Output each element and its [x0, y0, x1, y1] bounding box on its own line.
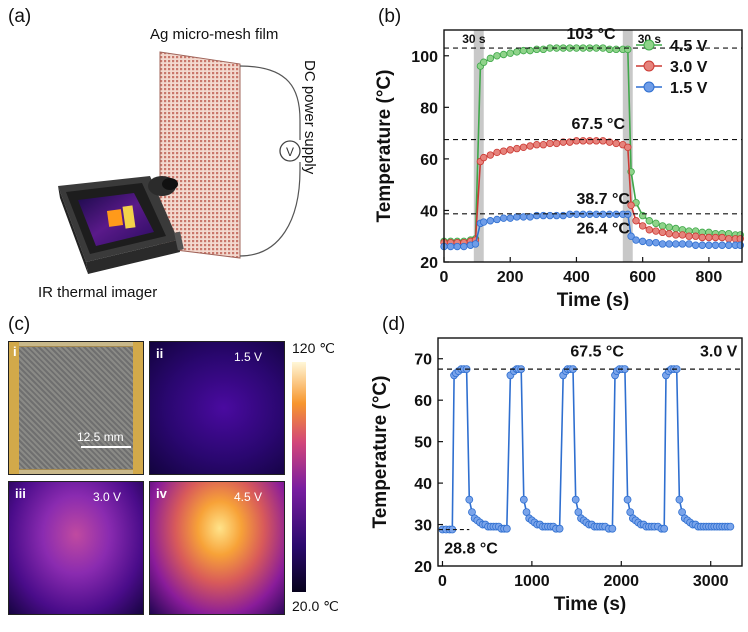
- annotation: 30 s: [638, 32, 662, 46]
- data-point: [675, 495, 684, 504]
- annotation: 67.5 °C: [571, 116, 625, 133]
- annotation: 38.7 °C: [576, 191, 630, 208]
- y-tick-label: 20: [414, 559, 432, 576]
- y-axis-label: Temperature (°C): [370, 376, 391, 529]
- x-tick-label: 600: [629, 269, 656, 286]
- panel-label-d: (d): [382, 314, 406, 335]
- annotation: 103 °C: [567, 26, 617, 43]
- y-tick-label: 40: [414, 476, 432, 493]
- legend-label: 1.5 V: [670, 80, 708, 97]
- legend-marker: [643, 39, 655, 51]
- x-tick-label: 200: [497, 269, 524, 286]
- x-tick-label: 0: [438, 573, 447, 590]
- y-tick-label: 50: [414, 435, 432, 452]
- y-tick-label: 70: [414, 352, 432, 369]
- tape-right: [133, 342, 143, 474]
- x-axis-label: Time (s): [557, 290, 630, 311]
- data-point: [638, 222, 647, 230]
- thermal-voltage: 1.5 V: [234, 350, 263, 364]
- data-point: [486, 54, 495, 63]
- data-point: [608, 524, 617, 533]
- legend-label: 4.5 V: [670, 38, 708, 55]
- y-axis-label: Temperature (°C): [374, 70, 395, 223]
- y-tick-label: 80: [420, 100, 438, 117]
- legend-marker: [643, 60, 655, 72]
- axes-frame: [443, 29, 743, 263]
- x-tick-label: 2000: [603, 573, 639, 590]
- thermal-voltage: 3.0 V: [93, 490, 122, 504]
- data-point: [726, 522, 735, 531]
- scale-text: 12.5 mm: [77, 430, 124, 444]
- data-point: [555, 524, 564, 533]
- data-point: [660, 524, 669, 533]
- thermal-tag: ii: [156, 346, 164, 361]
- annotation: 30 s: [462, 32, 486, 46]
- colorbar: [292, 362, 306, 592]
- film-label: Ag micro-mesh film: [150, 26, 279, 43]
- y-tick-label: 40: [420, 203, 438, 220]
- data-point: [480, 153, 488, 162]
- tape-left: [9, 342, 19, 474]
- camera-icon: [58, 176, 184, 274]
- y-tick-label: 30: [414, 518, 432, 535]
- photo-tag: i: [13, 344, 17, 359]
- series-line-3.0V: [442, 368, 731, 531]
- thermal-voltage: 4.5 V: [234, 490, 263, 504]
- data-point: [502, 524, 511, 533]
- annotation: 3.0 V: [700, 344, 738, 361]
- thermal-image-1-5v: ii 1.5 V: [149, 341, 285, 475]
- y-tick-label: 20: [420, 255, 438, 272]
- wire-bottom: [239, 162, 301, 257]
- sample-photo: 12.5 mm i: [8, 341, 144, 475]
- data-point: [627, 201, 635, 209]
- mesh-sample: [17, 346, 137, 470]
- data-point: [471, 240, 480, 248]
- voltmeter-symbol: [279, 140, 301, 162]
- voltmeter-symbol-text: V: [286, 145, 294, 159]
- colorbar-max: 120 ℃: [292, 340, 335, 356]
- legend-marker: [643, 81, 655, 93]
- camera-label: IR thermal imager: [38, 284, 158, 301]
- panel-label-a: (a): [8, 6, 32, 27]
- data-point: [627, 232, 635, 240]
- x-tick-label: 1000: [514, 573, 550, 590]
- data-point: [624, 143, 632, 151]
- data-point: [623, 495, 632, 504]
- data-point: [465, 495, 474, 504]
- y-tick-label: 100: [411, 49, 438, 66]
- panel-label-b: (b): [378, 6, 402, 27]
- x-tick-label: 0: [440, 269, 449, 286]
- data-point: [652, 219, 660, 228]
- y-tick-label: 60: [420, 152, 438, 169]
- x-tick-label: 3000: [693, 573, 729, 590]
- data-point: [571, 495, 580, 504]
- thermal-image-4-5v: iv 4.5 V: [149, 481, 285, 615]
- x-tick-label: 400: [563, 269, 590, 286]
- scale-bar: [81, 446, 131, 448]
- x-tick-label: 800: [696, 269, 723, 286]
- y-tick-label: 60: [414, 393, 432, 410]
- thermal-tag: iii: [15, 486, 26, 501]
- x-axis-label: Time (s): [554, 594, 627, 615]
- data-point: [632, 217, 640, 225]
- data-point: [480, 58, 488, 66]
- wire-top: [239, 65, 301, 140]
- data-point: [486, 151, 495, 159]
- legend-label: 3.0 V: [670, 59, 708, 76]
- axes-frame: [437, 337, 743, 567]
- annotation: 26.4 °C: [576, 221, 630, 238]
- annotation: 28.8 °C: [444, 541, 498, 558]
- data-point: [645, 217, 653, 225]
- thermal-image-3-0v: iii 3.0 V: [8, 481, 144, 615]
- colorbar-min: 20.0 ℃: [292, 598, 339, 614]
- panel-label-c: (c): [8, 314, 31, 335]
- thermal-tag: iv: [156, 486, 167, 501]
- data-point: [519, 495, 528, 504]
- annotation: 67.5 °C: [570, 344, 624, 361]
